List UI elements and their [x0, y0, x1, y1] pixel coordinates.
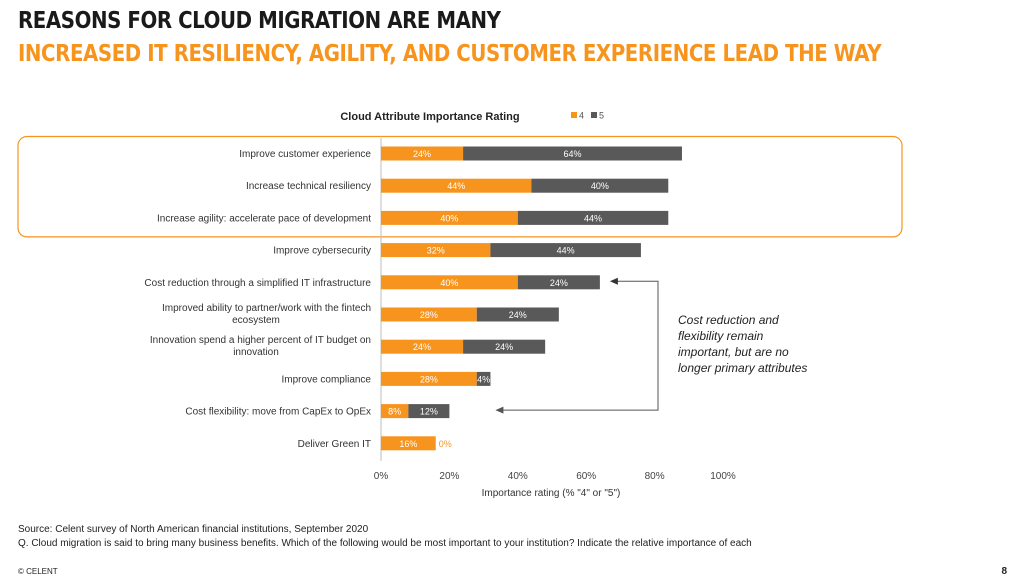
bar-series-4 — [381, 243, 491, 258]
highlight-box — [17, 135, 903, 238]
data-label-series-5: 24% — [550, 278, 568, 288]
annotation-line-3: important, but are no — [678, 345, 789, 359]
data-label-series-5: 4% — [477, 374, 490, 384]
page-number: 8 — [1001, 566, 1007, 577]
bar-series-5 — [408, 404, 450, 419]
slide-subtitle: INCREASED IT RESILIENCY, AGILITY, AND CU… — [18, 41, 882, 67]
category-label: Cost flexibility: move from CapEx to OpE… — [185, 407, 371, 418]
bar-series-5 — [517, 210, 669, 225]
annotation-line-4: longer primary attributes — [678, 361, 808, 375]
category-label: innovation — [233, 347, 279, 358]
bar-series-5 — [517, 275, 600, 290]
data-label-series-5: 40% — [591, 181, 609, 191]
data-label-series-5: 64% — [564, 149, 582, 159]
data-label-series-4: 28% — [420, 310, 438, 320]
x-tick-label: 100% — [710, 471, 736, 482]
annotation-arrow-top — [609, 277, 618, 285]
slide-title: REASONS FOR CLOUD MIGRATION ARE MANY — [18, 8, 501, 34]
data-label-series-5: 44% — [584, 213, 602, 223]
category-label: Improve cybersecurity — [273, 246, 371, 257]
survey-question: Q. Cloud migration is said to bring many… — [18, 538, 752, 549]
data-label-series-5: 44% — [557, 246, 575, 256]
bar-series-5 — [476, 307, 559, 322]
bar-series-5 — [463, 339, 546, 354]
bar-series-5 — [490, 243, 641, 258]
chart-title: Cloud Attribute Importance Rating — [340, 111, 519, 123]
legend-label-5: 5 — [599, 111, 604, 121]
data-label-series-5: 24% — [509, 310, 527, 320]
x-axis-title: Importance rating (% "4" or "5") — [482, 488, 621, 499]
bar-series-4 — [381, 404, 409, 419]
annotation-callout: Cost reduction and flexibility remain im… — [678, 312, 838, 376]
bar-series-4 — [381, 146, 464, 161]
bar-series-4 — [381, 210, 518, 225]
annotation-line-1: Cost reduction and — [678, 313, 779, 327]
data-label-series-4: 28% — [420, 374, 438, 384]
category-label: Improve compliance — [282, 374, 372, 385]
bar-series-4 — [381, 339, 464, 354]
category-label: Increase agility: accelerate pace of dev… — [157, 213, 371, 224]
x-tick-label: 40% — [508, 471, 528, 482]
data-label-series-4: 40% — [440, 278, 458, 288]
data-label-series-4: 16% — [399, 439, 417, 449]
category-label: Deliver Green IT — [298, 439, 371, 450]
annotation-line-2: flexibility remain — [678, 329, 764, 343]
x-tick-label: 60% — [576, 471, 596, 482]
legend-label-4: 4 — [579, 111, 584, 121]
data-label-series-4: 24% — [413, 149, 431, 159]
source-note: Source: Celent survey of North American … — [18, 524, 369, 535]
annotation-bracket — [501, 280, 659, 411]
bar-series-5 — [531, 178, 669, 193]
category-label: Cost reduction through a simplified IT i… — [144, 278, 371, 289]
data-label-series-4: 40% — [440, 213, 458, 223]
data-label-series-4: 24% — [413, 342, 431, 352]
bar-series-4 — [381, 371, 477, 386]
category-label: Improve customer experience — [239, 149, 371, 160]
bar-series-5 — [463, 146, 682, 161]
data-label-series-5: 0% — [439, 439, 452, 449]
bar-series-4 — [381, 275, 518, 290]
category-label: Increase technical resiliency — [246, 181, 371, 192]
x-tick-label: 20% — [439, 471, 459, 482]
x-tick-label: 0% — [374, 471, 389, 482]
legend-swatch-4 — [571, 112, 577, 118]
category-label: Improved ability to partner/work with th… — [162, 303, 371, 314]
copyright: © CELENT — [18, 567, 58, 576]
bar-series-4 — [381, 178, 532, 193]
bar-series-5 — [476, 371, 491, 386]
annotation-arrow-bottom — [495, 406, 504, 414]
category-label: Innovation spend a higher percent of IT … — [150, 335, 371, 346]
bar-series-4 — [381, 436, 436, 451]
data-label-series-4: 8% — [388, 407, 401, 417]
legend-swatch-5 — [591, 112, 597, 118]
data-label-series-5: 12% — [420, 407, 438, 417]
data-label-series-5: 24% — [495, 342, 513, 352]
bar-series-4 — [381, 307, 477, 322]
data-label-series-4: 32% — [427, 246, 445, 256]
x-tick-label: 80% — [645, 471, 665, 482]
category-label: ecosystem — [232, 315, 280, 326]
data-label-series-4: 44% — [447, 181, 465, 191]
